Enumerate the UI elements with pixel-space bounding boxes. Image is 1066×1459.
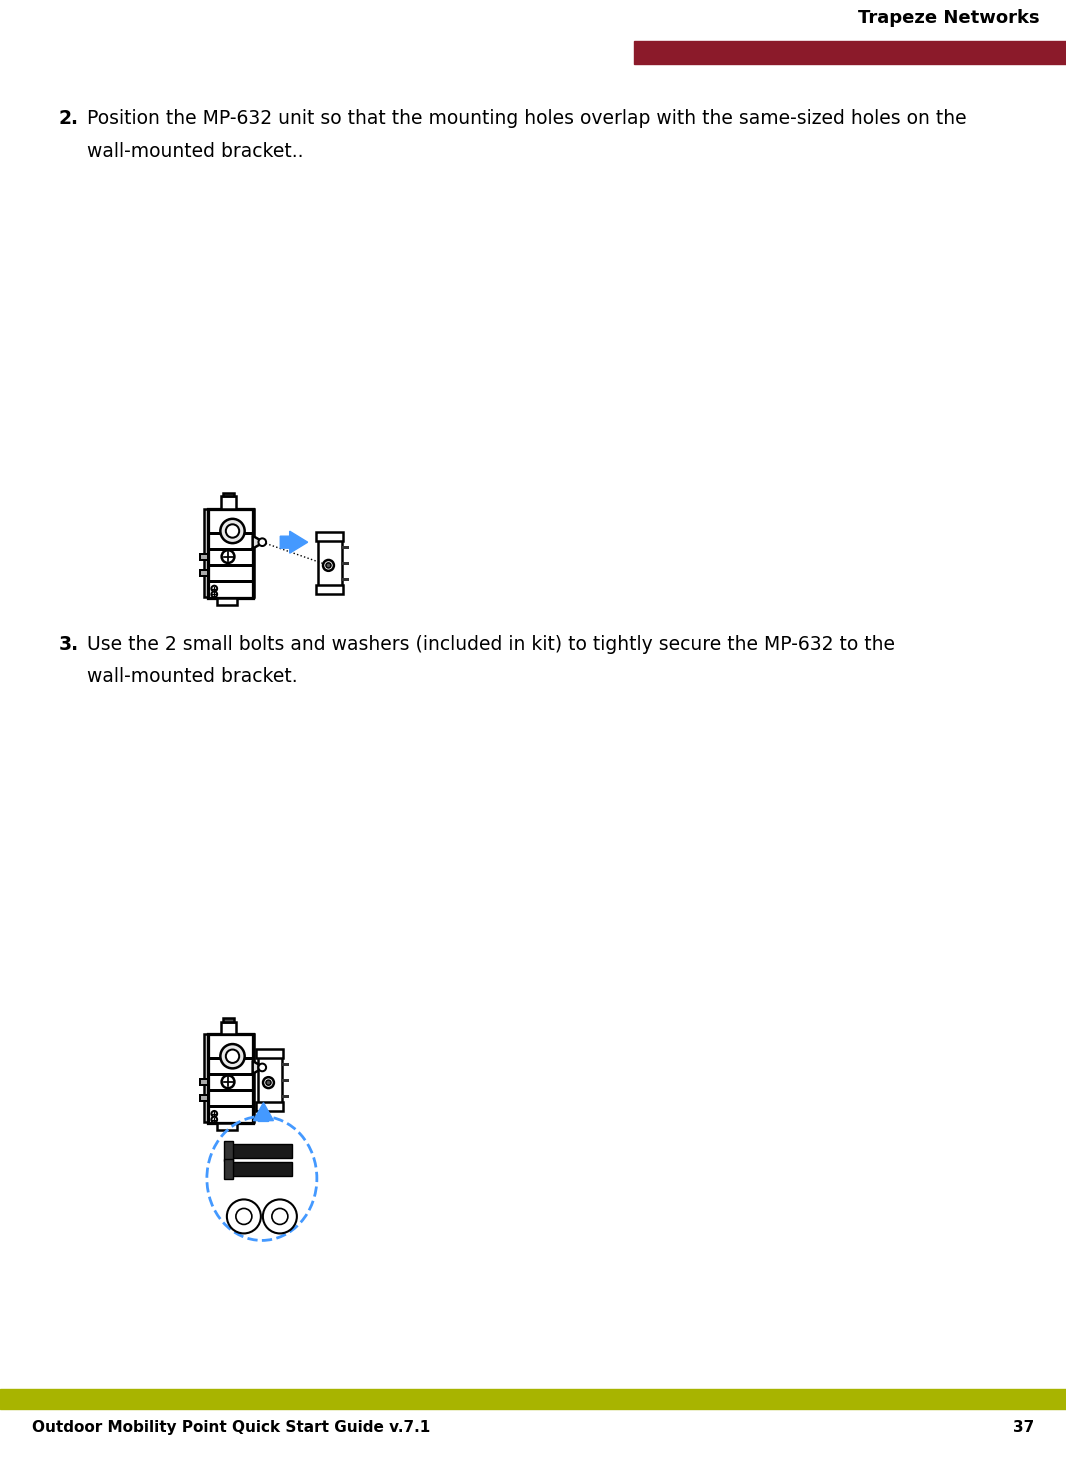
- Circle shape: [226, 1049, 239, 1064]
- Bar: [634, 41, 1066, 64]
- Bar: [256, 1049, 284, 1058]
- Bar: [204, 1034, 254, 1122]
- Bar: [318, 538, 342, 587]
- Bar: [199, 570, 208, 576]
- Bar: [224, 1141, 232, 1161]
- Bar: [232, 1163, 292, 1176]
- Bar: [208, 509, 253, 598]
- Circle shape: [221, 519, 245, 543]
- Circle shape: [258, 538, 266, 546]
- Circle shape: [265, 1080, 271, 1085]
- Bar: [317, 585, 343, 594]
- Text: 3.: 3.: [59, 635, 79, 654]
- Text: Outdoor Mobility Point Quick Start Guide v.7.1: Outdoor Mobility Point Quick Start Guide…: [32, 1420, 431, 1434]
- Text: wall-mounted bracket..: wall-mounted bracket..: [87, 142, 304, 160]
- Circle shape: [258, 1064, 266, 1071]
- Text: 2.: 2.: [59, 109, 79, 128]
- Circle shape: [211, 585, 217, 591]
- Circle shape: [326, 563, 332, 568]
- Bar: [208, 1034, 253, 1123]
- Bar: [224, 1160, 232, 1179]
- Text: Position the MP-632 unit so that the mounting holes overlap with the same-sized : Position the MP-632 unit so that the mou…: [87, 109, 967, 128]
- Bar: [256, 1103, 284, 1112]
- Circle shape: [226, 524, 239, 538]
- Circle shape: [211, 1116, 217, 1122]
- Bar: [222, 1021, 236, 1034]
- Text: 37: 37: [1013, 1420, 1034, 1434]
- Text: wall-mounted bracket.: wall-mounted bracket.: [87, 667, 298, 686]
- Circle shape: [211, 1110, 217, 1116]
- Text: Trapeze Networks: Trapeze Networks: [858, 9, 1039, 26]
- Bar: [222, 496, 236, 509]
- Bar: [217, 598, 237, 605]
- Circle shape: [227, 1199, 261, 1233]
- Circle shape: [263, 1199, 296, 1233]
- Circle shape: [272, 1208, 288, 1224]
- Polygon shape: [253, 535, 264, 549]
- Bar: [258, 1056, 281, 1104]
- Circle shape: [222, 550, 235, 563]
- FancyArrow shape: [280, 531, 308, 553]
- FancyArrow shape: [254, 1103, 274, 1122]
- Bar: [232, 1144, 292, 1158]
- Circle shape: [323, 560, 334, 570]
- Bar: [217, 1123, 237, 1131]
- Circle shape: [211, 591, 217, 597]
- Bar: [223, 1018, 235, 1021]
- Polygon shape: [253, 1061, 264, 1074]
- Text: Use the 2 small bolts and washers (included in kit) to tightly secure the MP-632: Use the 2 small bolts and washers (inclu…: [87, 635, 895, 654]
- Circle shape: [263, 1077, 274, 1088]
- Bar: [223, 493, 235, 496]
- Bar: [204, 509, 254, 597]
- Bar: [0, 1389, 1066, 1409]
- Circle shape: [236, 1208, 252, 1224]
- Bar: [317, 531, 343, 541]
- Circle shape: [221, 1045, 245, 1068]
- Bar: [199, 554, 208, 560]
- Circle shape: [222, 1075, 235, 1088]
- Bar: [199, 1096, 208, 1102]
- Bar: [199, 1080, 208, 1085]
